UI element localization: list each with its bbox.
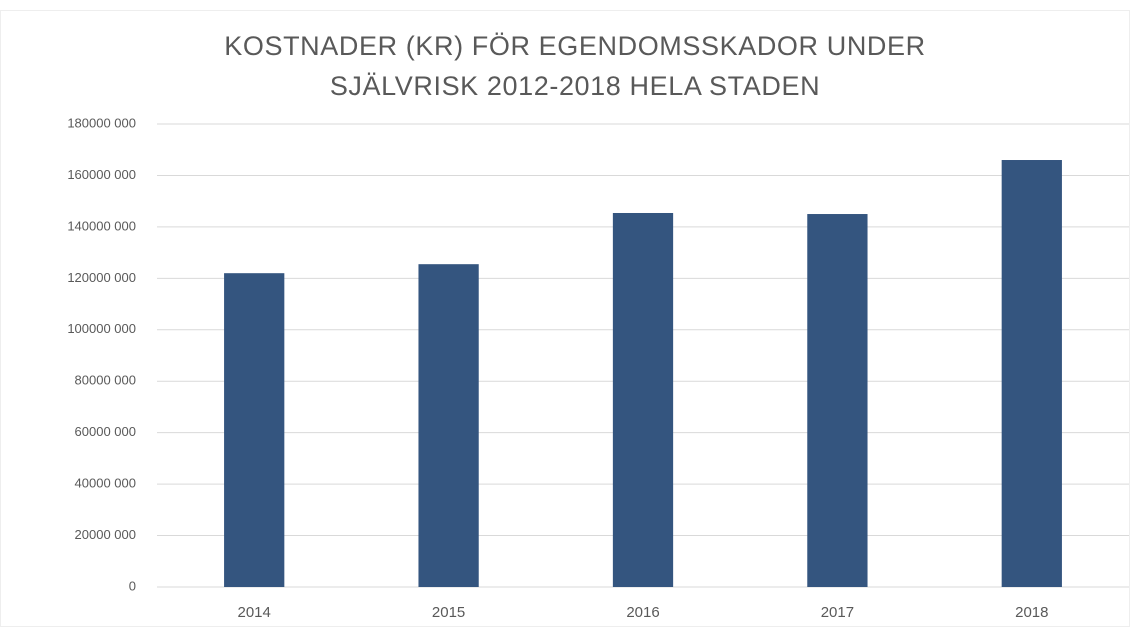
bar: [418, 264, 479, 587]
y-tick-label: 140000 000: [67, 218, 136, 233]
x-tick-label: 2015: [432, 604, 465, 621]
bar: [224, 273, 285, 587]
y-tick-label: 180000 000: [67, 115, 136, 130]
y-tick-label: 20000 000: [75, 527, 136, 542]
x-tick-label: 2018: [1015, 604, 1048, 621]
y-tick-label: 60000 000: [75, 424, 136, 439]
y-tick-label: 0: [129, 578, 136, 593]
bar: [612, 212, 674, 587]
bar: [807, 214, 868, 587]
x-tick-label: 2017: [821, 604, 854, 621]
y-tick-label: 120000 000: [67, 270, 136, 285]
x-tick-label: 2016: [626, 604, 659, 621]
y-tick-label: 80000 000: [75, 373, 136, 388]
y-tick-label: 40000 000: [75, 476, 136, 491]
chart-border: [0, 10, 1130, 627]
y-tick-label: 100000 000: [67, 321, 136, 336]
bar: [1001, 160, 1062, 587]
x-tick-label: 2014: [238, 604, 271, 621]
y-tick-label: 160000 000: [67, 167, 136, 182]
chart-title: KOSTNADER (KR) FÖR EGENDOMSSKADOR UNDER …: [224, 31, 926, 101]
